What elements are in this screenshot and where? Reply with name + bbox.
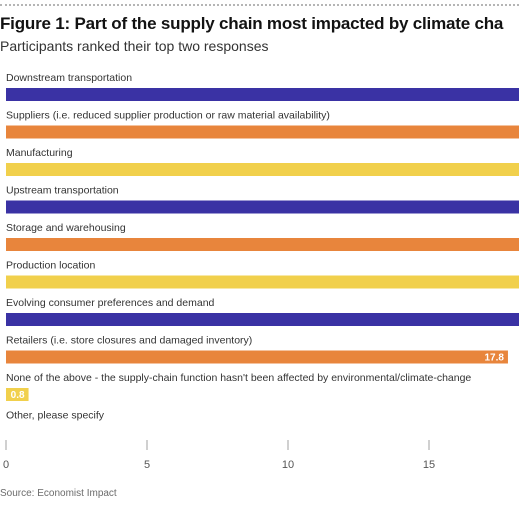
- x-tick-label: 5: [144, 459, 150, 471]
- category-label: Downstream transportation: [6, 72, 132, 84]
- bar: [6, 88, 519, 101]
- bar-chart: Downstream transportation Suppliers (i.e.…: [3, 72, 519, 471]
- category-label: Retailers (i.e. store closures and damag…: [6, 335, 252, 347]
- bar: [6, 125, 519, 139]
- category-label: Suppliers (i.e. reduced supplier product…: [6, 110, 330, 122]
- category-label: Evolving consumer preferences and demand: [6, 297, 215, 309]
- chart-title: Figure 1: Part of the supply chain most …: [0, 14, 504, 33]
- x-tick-label: 10: [282, 459, 294, 471]
- category-label: Upstream transportation: [6, 185, 119, 197]
- category-label: Manufacturing: [6, 147, 73, 159]
- bar: [6, 388, 29, 401]
- top-dotted-rule: [0, 4, 519, 6]
- bar: [6, 350, 508, 364]
- category-label: Other, please specify: [6, 410, 105, 422]
- x-tick-label: 0: [3, 459, 9, 471]
- bar: [6, 275, 519, 289]
- bar: [6, 238, 519, 251]
- bar-value-label: 0.8: [11, 390, 25, 401]
- category-label: Production location: [6, 260, 95, 272]
- bar: [6, 163, 519, 176]
- source-note: Source: Economist Impact: [0, 488, 117, 499]
- x-tick-label: 15: [423, 459, 435, 471]
- bar-value-label: 17.8: [484, 353, 504, 364]
- category-label: None of the above - the supply-chain fun…: [6, 372, 471, 384]
- bar: [6, 200, 519, 214]
- bar: [6, 313, 519, 326]
- category-label: Storage and warehousing: [6, 222, 126, 234]
- chart-subtitle: Participants ranked their top two respon…: [0, 38, 269, 54]
